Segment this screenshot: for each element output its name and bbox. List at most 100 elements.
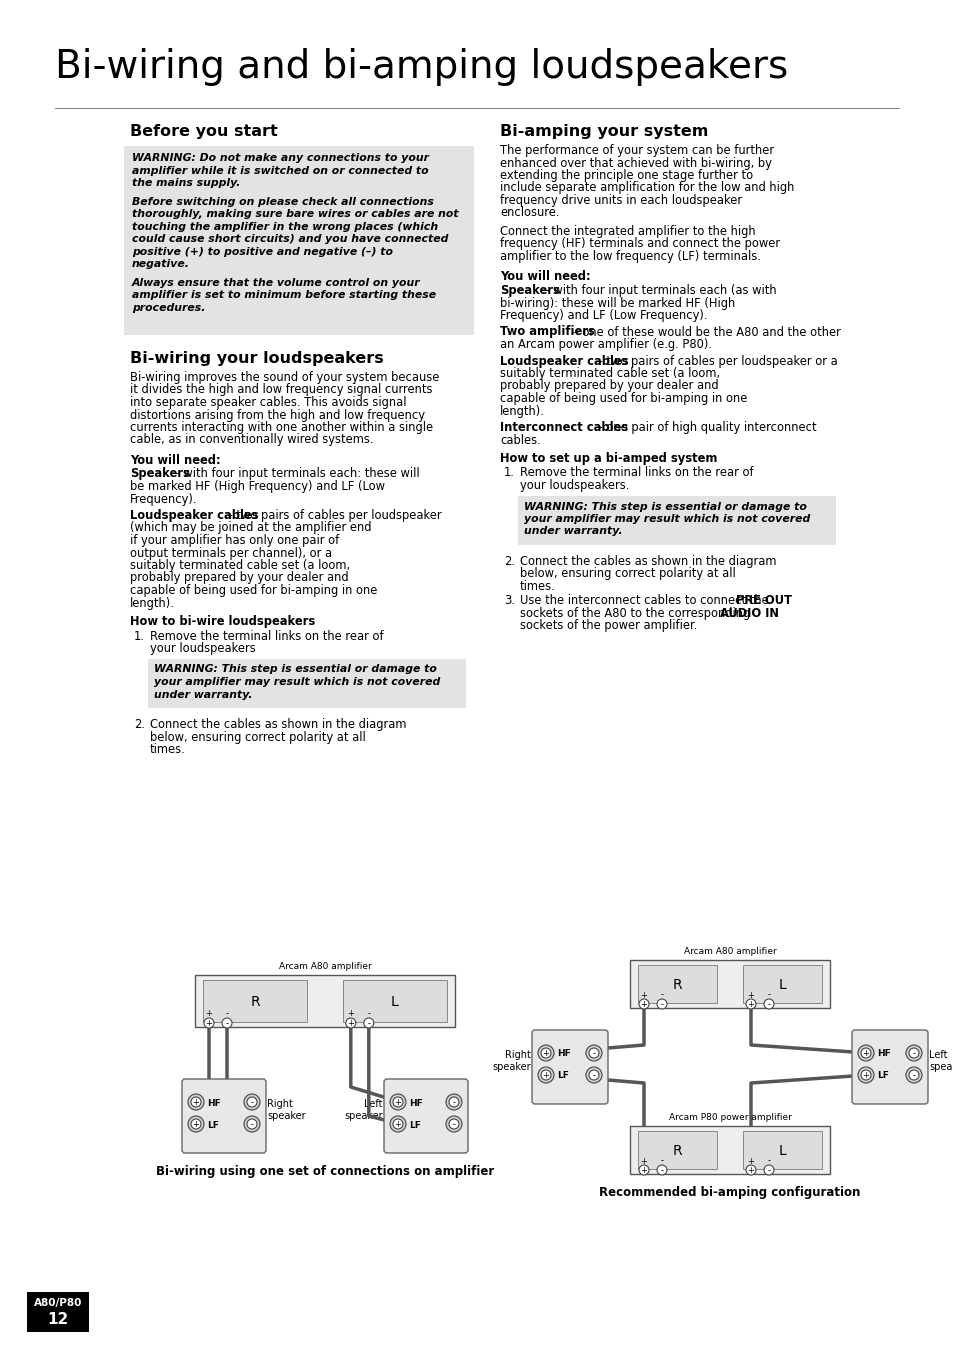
Text: frequency drive units in each loudspeaker: frequency drive units in each loudspeake… — [499, 194, 741, 207]
Text: times.: times. — [519, 580, 556, 593]
Text: -: - — [659, 1166, 662, 1174]
Text: Two amplifiers: Two amplifiers — [499, 325, 595, 339]
Text: +: + — [747, 1000, 754, 1008]
Text: R: R — [250, 995, 259, 1008]
Text: LF: LF — [207, 1120, 218, 1130]
Text: +: + — [347, 1019, 354, 1027]
Text: Before you start: Before you start — [130, 124, 277, 139]
FancyBboxPatch shape — [384, 1079, 468, 1153]
Text: enclosure.: enclosure. — [499, 207, 558, 220]
Text: +: + — [205, 1010, 213, 1018]
Text: +: + — [747, 1157, 754, 1165]
Text: -: - — [911, 1071, 915, 1080]
Text: Right
speaker: Right speaker — [267, 1099, 305, 1120]
Text: Frequency).: Frequency). — [130, 493, 197, 505]
Text: Before switching on please check all connections: Before switching on please check all con… — [132, 197, 434, 207]
Circle shape — [393, 1119, 402, 1129]
Text: – with four input terminals each (as with: – with four input terminals each (as wit… — [543, 284, 776, 297]
Circle shape — [390, 1094, 406, 1110]
Text: 3.: 3. — [503, 594, 515, 608]
Text: -: - — [659, 991, 662, 999]
Circle shape — [222, 1018, 232, 1027]
Circle shape — [191, 1098, 201, 1107]
Circle shape — [191, 1119, 201, 1129]
Text: 1.: 1. — [503, 467, 515, 479]
Circle shape — [908, 1048, 918, 1058]
Text: distortions arising from the high and low frequency: distortions arising from the high and lo… — [130, 409, 424, 421]
Text: Bi-amping your system: Bi-amping your system — [499, 124, 708, 139]
Text: if your amplifier has only one pair of: if your amplifier has only one pair of — [130, 535, 339, 547]
Text: below, ensuring correct polarity at all: below, ensuring correct polarity at all — [519, 567, 735, 580]
Text: 2.: 2. — [133, 718, 145, 730]
Text: WARNING: This step is essential or damage to: WARNING: This step is essential or damag… — [523, 501, 806, 512]
Text: 1.: 1. — [133, 629, 145, 643]
Text: probably prepared by your dealer and: probably prepared by your dealer and — [499, 379, 718, 393]
Text: your loudspeakers.: your loudspeakers. — [519, 479, 629, 491]
Text: +: + — [639, 1157, 647, 1165]
Text: procedures.: procedures. — [132, 302, 205, 313]
Text: could cause short circuits) and you have connected: could cause short circuits) and you have… — [132, 235, 448, 244]
Text: Connect the cables as shown in the diagram: Connect the cables as shown in the diagr… — [519, 555, 776, 568]
Text: amplifier while it is switched on or connected to: amplifier while it is switched on or con… — [132, 166, 428, 176]
Text: bi-wiring): these will be marked HF (High: bi-wiring): these will be marked HF (Hig… — [499, 297, 735, 309]
FancyBboxPatch shape — [532, 1030, 607, 1104]
Text: -: - — [767, 1157, 770, 1165]
Text: R: R — [672, 1143, 681, 1158]
Text: – with four input terminals each: these will: – with four input terminals each: these … — [173, 467, 419, 481]
Text: AUDIO IN: AUDIO IN — [720, 608, 778, 620]
Text: -: - — [251, 1120, 253, 1129]
Text: sockets of the power amplifier.: sockets of the power amplifier. — [519, 620, 697, 633]
FancyBboxPatch shape — [742, 965, 821, 1003]
Text: PRE OUT: PRE OUT — [735, 594, 791, 608]
Text: -: - — [225, 1019, 229, 1027]
FancyBboxPatch shape — [517, 495, 835, 545]
Text: +: + — [747, 991, 754, 999]
Text: +: + — [747, 1166, 754, 1174]
Circle shape — [763, 999, 773, 1008]
Text: -: - — [452, 1120, 455, 1129]
Text: -: - — [592, 1071, 595, 1080]
FancyBboxPatch shape — [851, 1030, 927, 1104]
FancyBboxPatch shape — [27, 1292, 89, 1332]
Circle shape — [857, 1066, 873, 1083]
Text: into separate speaker cables. This avoids signal: into separate speaker cables. This avoid… — [130, 396, 406, 409]
Text: A80/P80: A80/P80 — [33, 1297, 82, 1308]
Text: your amplifier may result which is not covered: your amplifier may result which is not c… — [153, 676, 439, 687]
Text: HF: HF — [876, 1049, 890, 1058]
Text: Interconnect cables: Interconnect cables — [499, 421, 628, 433]
Text: extending the principle one stage further to: extending the principle one stage furthe… — [499, 169, 752, 182]
Circle shape — [905, 1045, 921, 1061]
Circle shape — [861, 1071, 870, 1080]
Text: the mains supply.: the mains supply. — [132, 178, 240, 188]
Text: suitably terminated cable set (a loom,: suitably terminated cable set (a loom, — [499, 367, 720, 379]
FancyBboxPatch shape — [148, 659, 465, 707]
Text: Use the interconnect cables to connect the: Use the interconnect cables to connect t… — [519, 594, 772, 608]
Circle shape — [745, 999, 755, 1008]
Text: it divides the high and low frequency signal currents: it divides the high and low frequency si… — [130, 383, 432, 397]
Text: LF: LF — [557, 1072, 568, 1080]
Text: amplifier is set to minimum before starting these: amplifier is set to minimum before start… — [132, 290, 436, 301]
Circle shape — [540, 1071, 551, 1080]
Text: Frequency) and LF (Low Frequency).: Frequency) and LF (Low Frequency). — [499, 309, 707, 323]
Text: length).: length). — [130, 597, 174, 609]
Text: Arcam A80 amplifier: Arcam A80 amplifier — [278, 963, 371, 971]
Text: Connect the cables as shown in the diagram: Connect the cables as shown in the diagr… — [150, 718, 406, 730]
Text: +: + — [347, 1010, 354, 1018]
Text: -: - — [659, 1000, 662, 1008]
Text: +: + — [862, 1071, 868, 1080]
Text: Left
speaker: Left speaker — [928, 1050, 953, 1072]
Circle shape — [363, 1018, 374, 1027]
Text: below, ensuring correct polarity at all: below, ensuring correct polarity at all — [150, 730, 365, 744]
Circle shape — [446, 1094, 461, 1110]
Circle shape — [204, 1018, 213, 1027]
Text: (which may be joined at the amplifier end: (which may be joined at the amplifier en… — [130, 521, 371, 535]
Circle shape — [908, 1071, 918, 1080]
Text: include separate amplification for the low and high: include separate amplification for the l… — [499, 181, 794, 194]
Text: Arcam A80 amplifier: Arcam A80 amplifier — [683, 946, 776, 956]
Circle shape — [393, 1098, 402, 1107]
Text: 12: 12 — [48, 1312, 69, 1327]
Text: -: - — [767, 1000, 770, 1008]
Text: thoroughly, making sure bare wires or cables are not: thoroughly, making sure bare wires or ca… — [132, 209, 458, 219]
Text: -: - — [367, 1010, 370, 1018]
Text: currents interacting with one another within a single: currents interacting with one another wi… — [130, 421, 433, 433]
